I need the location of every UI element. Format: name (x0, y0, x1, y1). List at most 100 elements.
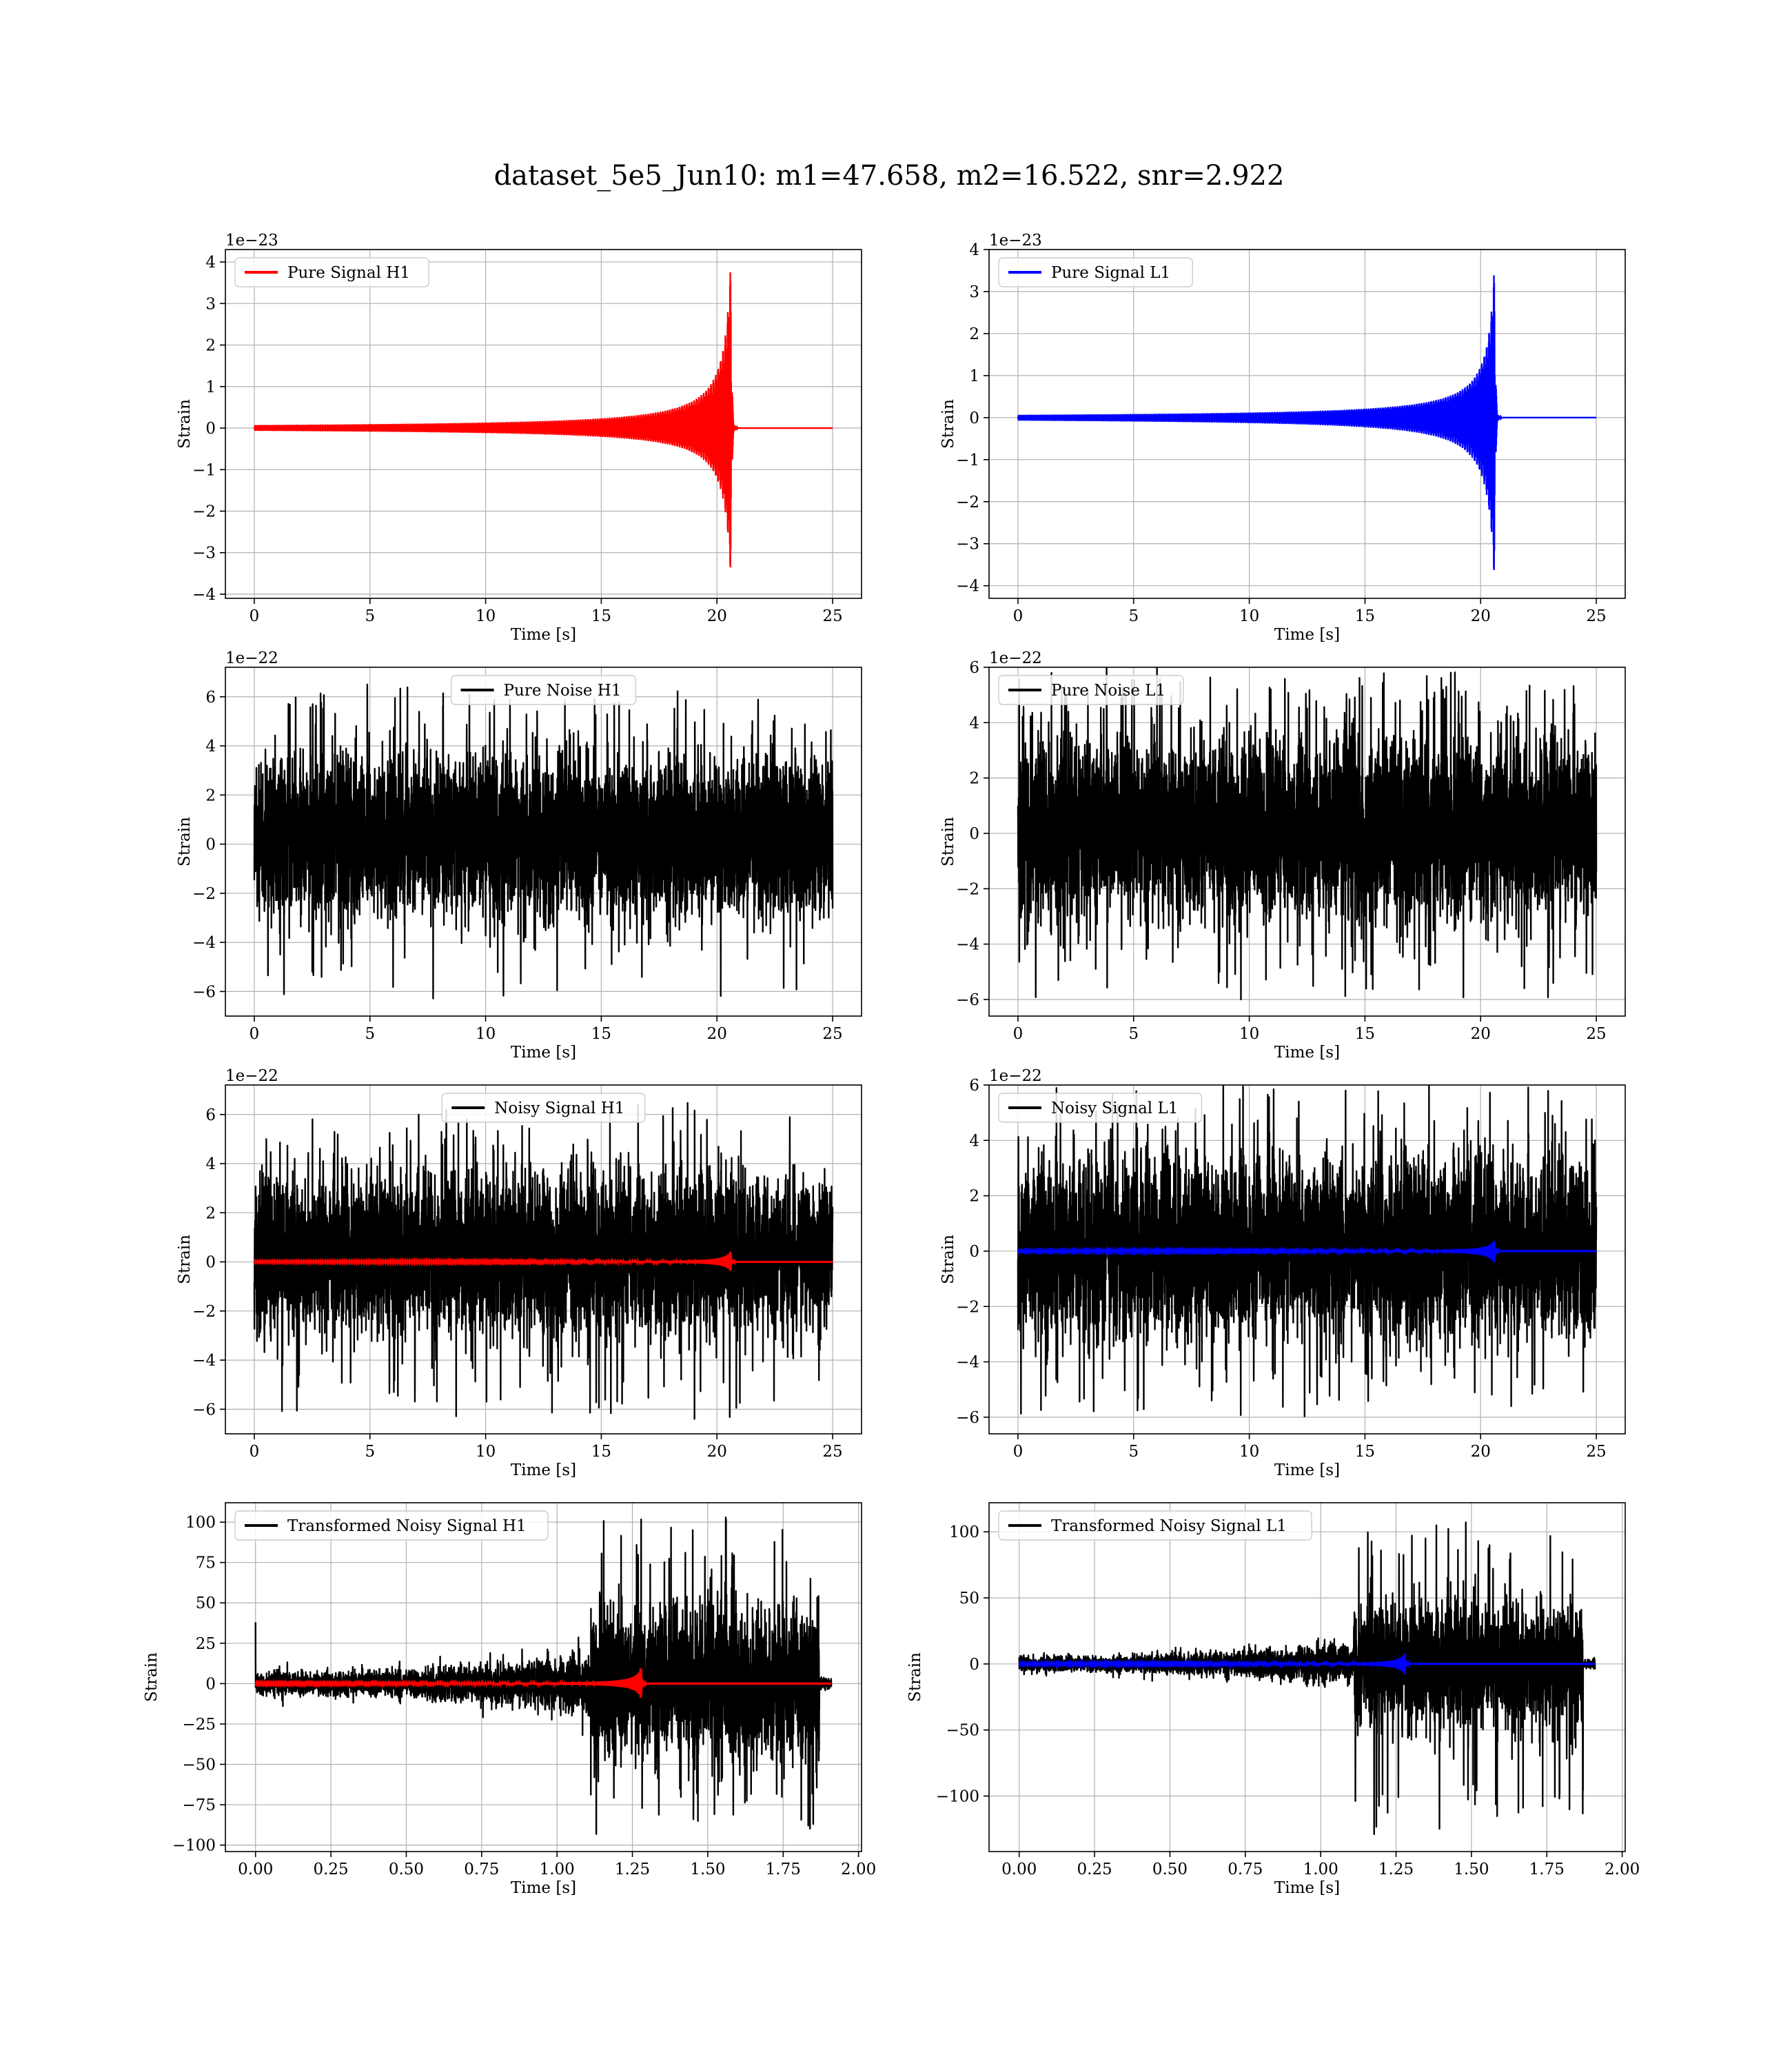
y-tick-label: −3 (192, 545, 216, 562)
y-tick-label: 4 (969, 1132, 979, 1150)
axes-frame (225, 1084, 862, 1435)
y-axis-label: Strain (176, 817, 194, 866)
legend-label: Transformed Noisy Signal L1 (1051, 1517, 1287, 1535)
plot-area (1017, 275, 1597, 571)
legend: Noisy Signal L1 (998, 1093, 1203, 1123)
x-tick-label: 0 (250, 607, 260, 625)
y-tick-label: −6 (956, 991, 979, 1009)
series-line-pure-noise-l1 (1017, 667, 1598, 1001)
x-axis-label: Time [s] (511, 1879, 576, 1897)
legend: Noisy Signal H1 (441, 1093, 646, 1123)
x-tick-label: 1.50 (1454, 1861, 1489, 1878)
y-tick-label: −2 (192, 885, 216, 903)
x-axis-label: Time [s] (1274, 1461, 1340, 1479)
series-line-pure-signal-l1 (1017, 275, 1597, 571)
y-axis-label: Strain (176, 399, 194, 449)
x-axis-label: Time [s] (511, 1461, 576, 1479)
y-tick-label: 2 (969, 1188, 979, 1206)
y-tick-label: −6 (192, 1401, 216, 1419)
y-tick-label: −1 (192, 461, 216, 479)
axes-frame (988, 1502, 1626, 1852)
y-tick-label: −100 (172, 1837, 216, 1855)
x-tick-label: 2.00 (841, 1861, 876, 1878)
y-tick-label: −6 (956, 1409, 979, 1427)
offset-text: 1e−23 (989, 232, 1042, 250)
x-tick-label: 20 (1471, 1443, 1491, 1461)
y-tick-label: 0 (205, 1675, 216, 1693)
x-tick-label: 0.25 (313, 1861, 348, 1878)
offset-text: 1e−22 (225, 649, 278, 667)
axes-frame (225, 1502, 862, 1852)
y-tick-label: 0 (969, 825, 979, 843)
y-tick-label: −25 (182, 1716, 216, 1734)
x-tick-label: 25 (822, 1025, 842, 1043)
x-tick-label: 0 (250, 1443, 260, 1461)
x-tick-label: 20 (707, 607, 727, 625)
x-tick-label: 5 (365, 1025, 375, 1043)
series-line-noisy-signal-h1 (253, 1102, 834, 1420)
legend: Pure Signal L1 (998, 257, 1193, 287)
y-tick-label: 4 (205, 1155, 216, 1173)
x-tick-label: 10 (476, 1025, 496, 1043)
y-tick-label: 0 (969, 409, 979, 427)
y-tick-label: 2 (205, 787, 216, 804)
x-tick-label: 0 (1013, 1443, 1024, 1461)
legend-box (450, 675, 637, 705)
x-tick-label: 20 (1471, 1025, 1491, 1043)
y-tick-label: 3 (969, 283, 979, 301)
y-tick-label: −4 (192, 586, 216, 604)
y-tick-label: 6 (969, 1077, 979, 1095)
x-tick-label: 25 (1586, 607, 1606, 625)
x-tick-label: 15 (1355, 1443, 1375, 1461)
axes-frame (225, 667, 862, 1017)
plot-area (253, 683, 834, 1000)
axes-frame (988, 1084, 1626, 1435)
y-tick-label: −4 (192, 1352, 216, 1370)
y-axis-label: Strain (176, 1235, 194, 1284)
y-tick-label: 3 (205, 295, 216, 313)
y-tick-label: −2 (956, 494, 979, 511)
x-tick-label: 1.75 (766, 1861, 801, 1878)
legend: Pure Signal H1 (234, 257, 429, 287)
legend-label: Pure Noise H1 (504, 682, 622, 700)
x-tick-label: 20 (707, 1025, 727, 1043)
y-axis-label: Strain (143, 1652, 161, 1702)
x-tick-label: 0.75 (464, 1861, 499, 1878)
y-tick-label: 1 (969, 367, 979, 385)
y-axis-label: Strain (939, 817, 957, 866)
y-tick-label: −50 (946, 1722, 979, 1740)
y-tick-label: 0 (969, 1656, 979, 1674)
y-tick-label: 4 (969, 714, 979, 732)
x-tick-label: 5 (365, 607, 375, 625)
figure-title: dataset_5e5_Jun10: m1=47.658, m2=16.522,… (494, 160, 1285, 192)
x-axis-label: Time [s] (1274, 1044, 1340, 1062)
y-tick-label: 75 (196, 1554, 216, 1572)
y-tick-label: −2 (192, 1303, 216, 1321)
x-tick-label: 15 (1355, 607, 1375, 625)
legend-box (998, 1510, 1312, 1541)
x-axis-label: Time [s] (511, 1044, 576, 1062)
x-tick-label: 25 (1586, 1025, 1606, 1043)
x-tick-label: 5 (365, 1443, 375, 1461)
x-tick-label: 1.25 (615, 1861, 650, 1878)
chart-noisy-signal-h1: 0 5 10 15 20 25 −6 −4 −2 0 2 4 6 Time [s] Strain 1e−22 N… (176, 1067, 862, 1479)
x-tick-label: 0.50 (389, 1861, 424, 1878)
legend: Pure Noise L1 (998, 675, 1184, 705)
legend-box (998, 1093, 1203, 1123)
y-tick-label: 2 (969, 325, 979, 343)
y-tick-label: 2 (205, 1204, 216, 1222)
legend-box (234, 257, 429, 287)
y-tick-label: −3 (956, 536, 979, 554)
axes-frame (988, 667, 1626, 1017)
series-line-transformed-noisy-signal-l1 (1018, 1521, 1596, 1836)
y-tick-label: 2 (205, 337, 216, 355)
plot-area (253, 1102, 834, 1420)
x-tick-label: 0.00 (1001, 1861, 1037, 1878)
axes-frame (988, 249, 1626, 599)
x-tick-label: 15 (591, 1025, 611, 1043)
x-tick-label: 0 (250, 1025, 260, 1043)
chart-pure-noise-h1: 0 5 10 15 20 25 −6 −4 −2 0 2 4 6 Time [s] Strain 1e−22 P… (176, 649, 862, 1062)
x-tick-label: 10 (1239, 1443, 1259, 1461)
series-line-noisy-signal-l1 (1017, 1085, 1598, 1417)
y-tick-label: −75 (182, 1796, 216, 1814)
